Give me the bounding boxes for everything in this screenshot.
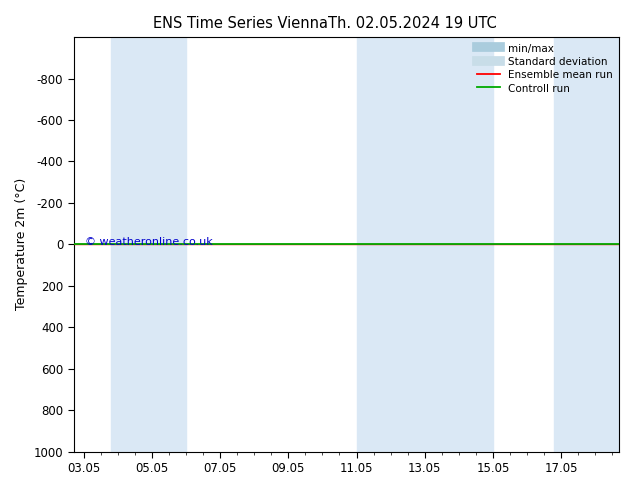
Text: © weatheronline.co.uk: © weatheronline.co.uk — [84, 237, 212, 247]
Text: Th. 02.05.2024 19 UTC: Th. 02.05.2024 19 UTC — [328, 16, 496, 31]
Bar — [111, 37, 186, 452]
Legend: min/max, Standard deviation, Ensemble mean run, Controll run: min/max, Standard deviation, Ensemble me… — [472, 39, 617, 98]
Bar — [356, 37, 452, 452]
Y-axis label: Temperature 2m (°C): Temperature 2m (°C) — [15, 178, 28, 311]
Text: ENS Time Series Vienna: ENS Time Series Vienna — [153, 16, 328, 31]
Bar — [554, 37, 619, 452]
Bar — [452, 37, 493, 452]
